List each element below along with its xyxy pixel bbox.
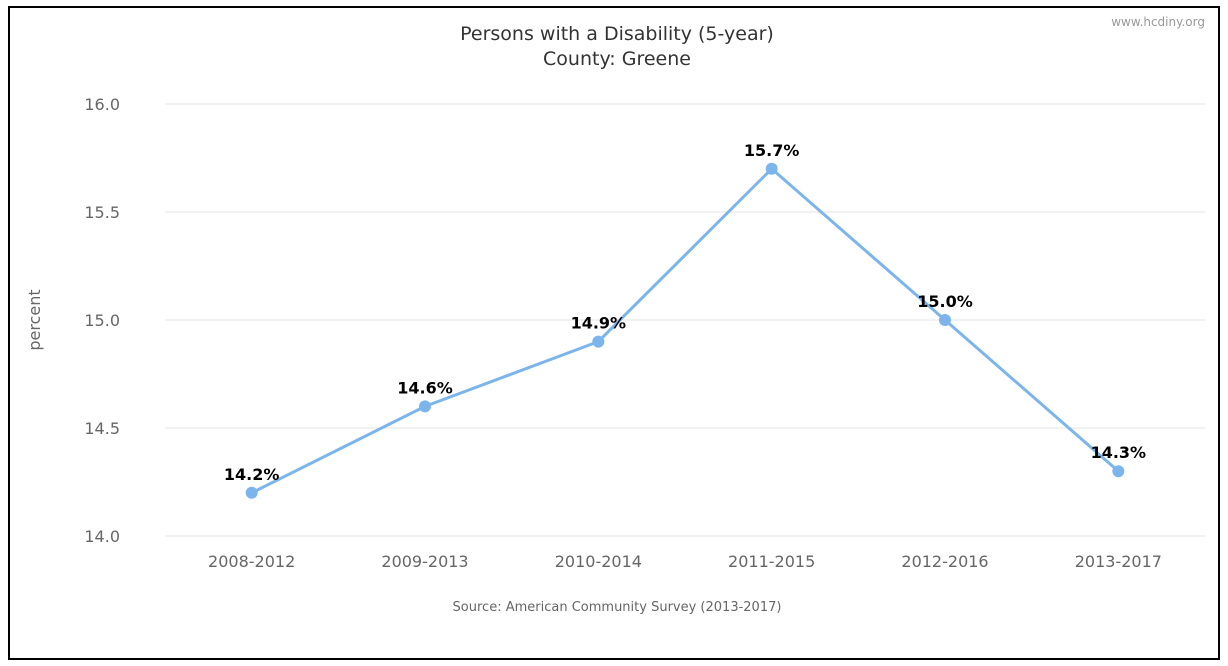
- y-tick-label: 14.5: [84, 419, 120, 438]
- series-line: [252, 169, 1119, 493]
- data-point: [939, 314, 951, 326]
- series-layer: [246, 163, 1125, 499]
- data-label: 14.2%: [224, 465, 280, 484]
- chart-title: Persons with a Disability (5-year): [460, 23, 774, 45]
- x-tick-label: 2012-2016: [901, 552, 988, 571]
- data-point: [1112, 465, 1124, 477]
- x-tick-label: 2013-2017: [1075, 552, 1162, 571]
- data-label: 14.9%: [571, 314, 627, 333]
- credit-link[interactable]: www.hcdiny.org: [1111, 15, 1205, 29]
- x-tick-label: 2009-2013: [381, 552, 468, 571]
- data-point: [419, 400, 431, 412]
- data-label: 15.7%: [744, 141, 800, 160]
- source-note: Source: American Community Survey (2013-…: [453, 600, 782, 615]
- x-tick-layer: 2008-2012 2009-2013 2010-2014 2011-2015 2012…: [208, 552, 1162, 571]
- chart-subtitle: County: Greene: [543, 48, 691, 70]
- y-tick-label: 16.0: [84, 95, 120, 114]
- data-label: 14.3%: [1091, 443, 1147, 462]
- y-tick-layer: 14.0 14.5 15.0 15.5 16.0: [84, 95, 120, 546]
- x-tick-label: 2010-2014: [555, 552, 642, 571]
- y-axis-label: percent: [25, 289, 44, 350]
- data-point: [592, 336, 604, 348]
- grid-layer: [165, 104, 1205, 536]
- y-tick-label: 14.0: [84, 527, 120, 546]
- data-point: [766, 163, 778, 175]
- y-tick-label: 15.0: [84, 311, 120, 330]
- data-label: 15.0%: [917, 292, 973, 311]
- y-tick-label: 15.5: [84, 203, 120, 222]
- data-point: [246, 487, 258, 499]
- x-tick-label: 2008-2012: [208, 552, 295, 571]
- data-label: 14.6%: [397, 378, 453, 397]
- x-tick-label: 2011-2015: [728, 552, 815, 571]
- data-label-layer: 14.2% 14.6% 14.9% 15.7% 15.0% 14.3%: [224, 141, 1146, 484]
